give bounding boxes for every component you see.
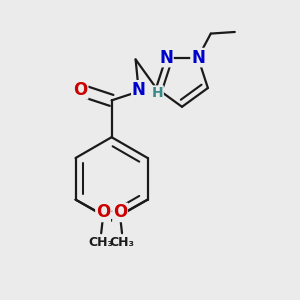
Text: CH₃: CH₃ (89, 236, 114, 249)
Text: H: H (152, 86, 163, 100)
Text: N: N (132, 81, 146, 99)
Text: O: O (74, 81, 88, 99)
Text: O: O (113, 203, 127, 221)
Text: N: N (159, 49, 173, 67)
Text: O: O (96, 203, 110, 221)
Text: CH₃: CH₃ (110, 236, 134, 249)
Text: N: N (191, 49, 205, 67)
